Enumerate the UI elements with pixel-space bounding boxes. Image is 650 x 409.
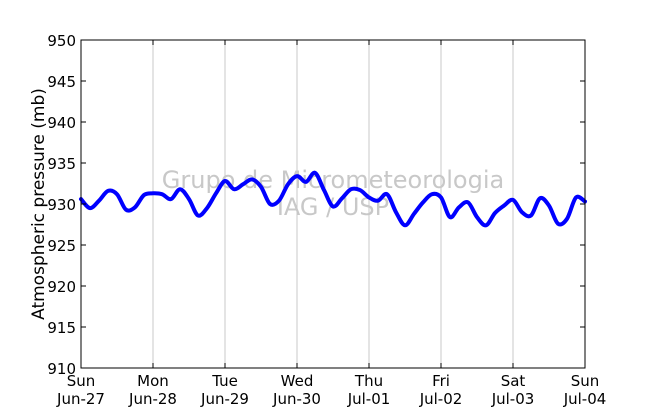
x-axis: SunJun-27MonJun-28TueJun-29WedJun-30ThuJ… <box>56 40 606 408</box>
x-tick-date-label: Jul-04 <box>563 390 607 408</box>
y-tick-label: 920 <box>47 278 76 296</box>
y-axis-label: Atmospheric pressure (mb) <box>29 88 49 320</box>
y-tick-label: 925 <box>47 237 76 255</box>
x-tick-day-label: Sun <box>67 372 96 390</box>
y-axis: 910 915 920 925 930 935 940 945 950 <box>47 32 585 378</box>
y-tick-label: 915 <box>47 319 76 337</box>
x-tick-date-label: Jul-02 <box>419 390 463 408</box>
x-tick-day-label: Wed <box>281 372 314 390</box>
x-tick-date-label: Jun-30 <box>272 390 321 408</box>
y-tick-label: 935 <box>47 155 76 173</box>
x-tick-date-label: Jun-27 <box>56 390 105 408</box>
x-tick-date-label: Jun-28 <box>128 390 177 408</box>
y-tick-label: 950 <box>47 32 76 50</box>
x-tick-date-label: Jun-29 <box>200 390 249 408</box>
y-tick-label: 910 <box>47 360 76 378</box>
x-tick-day-label: Mon <box>137 372 169 390</box>
y-tick-label: 930 <box>47 196 76 214</box>
x-tick-day-label: Fri <box>432 372 450 390</box>
watermark-line-1: Grupo de Micrometeorologia <box>162 166 504 194</box>
x-tick-day-label: Thu <box>354 372 383 390</box>
x-tick-day-label: Sat <box>501 372 526 390</box>
pressure-line <box>79 170 587 228</box>
x-tick-day-label: Sun <box>571 372 600 390</box>
x-tick-day-label: Tue <box>211 372 238 390</box>
x-tick-date-label: Jul-03 <box>491 390 535 408</box>
y-tick-label: 945 <box>47 73 76 91</box>
x-gridlines <box>152 40 514 368</box>
x-tick-date-label: Jul-01 <box>347 390 391 408</box>
y-tick-label: 940 <box>47 114 76 132</box>
